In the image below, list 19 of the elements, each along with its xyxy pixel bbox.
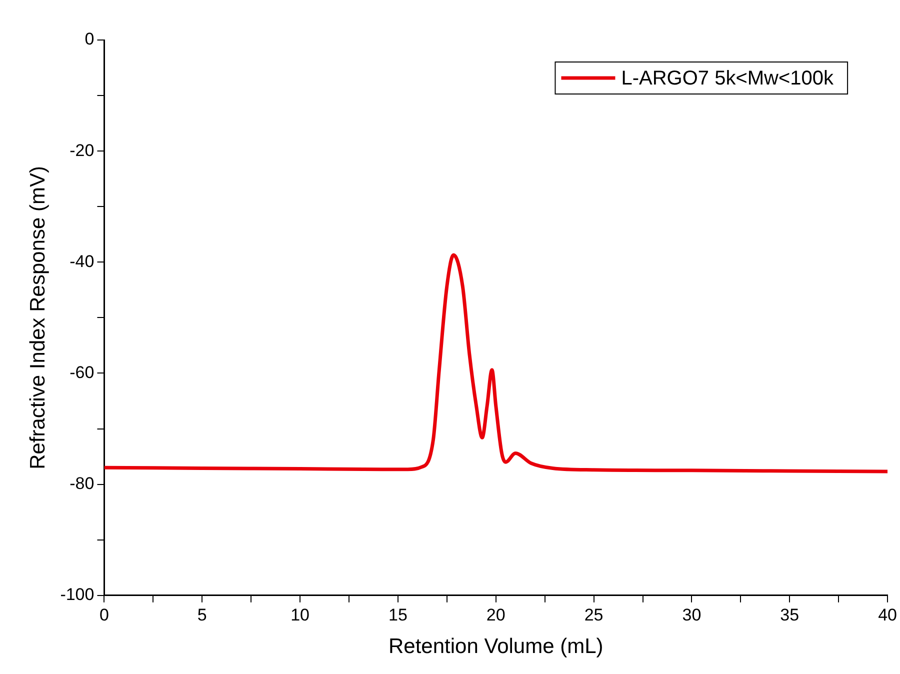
x-tick-label: 20 [486,605,506,624]
y-tick-label: -20 [70,140,94,160]
x-tick-label: 35 [780,605,800,624]
x-tick-label: 25 [584,605,604,624]
legend-label: L-ARGO7 5k<Mw<100k [621,68,835,90]
y-tick-label: -60 [70,362,94,382]
y-tick-label: -100 [60,585,94,604]
x-axis-title: Retention Volume (mL) [388,635,604,658]
x-tick-label: 30 [682,605,702,624]
y-tick-label: -40 [70,252,94,271]
x-tick-label: 10 [290,605,310,624]
x-tick-label: 0 [99,605,109,624]
y-tick-label: -80 [70,474,94,494]
line-series [104,253,888,474]
x-tick-label: 15 [388,605,408,624]
x-tick-label: 5 [197,605,207,624]
y-axis-title: Refractive Index Response (mV) [26,166,50,470]
y-tick-label: 0 [84,30,94,49]
x-tick-label: 40 [878,605,898,624]
